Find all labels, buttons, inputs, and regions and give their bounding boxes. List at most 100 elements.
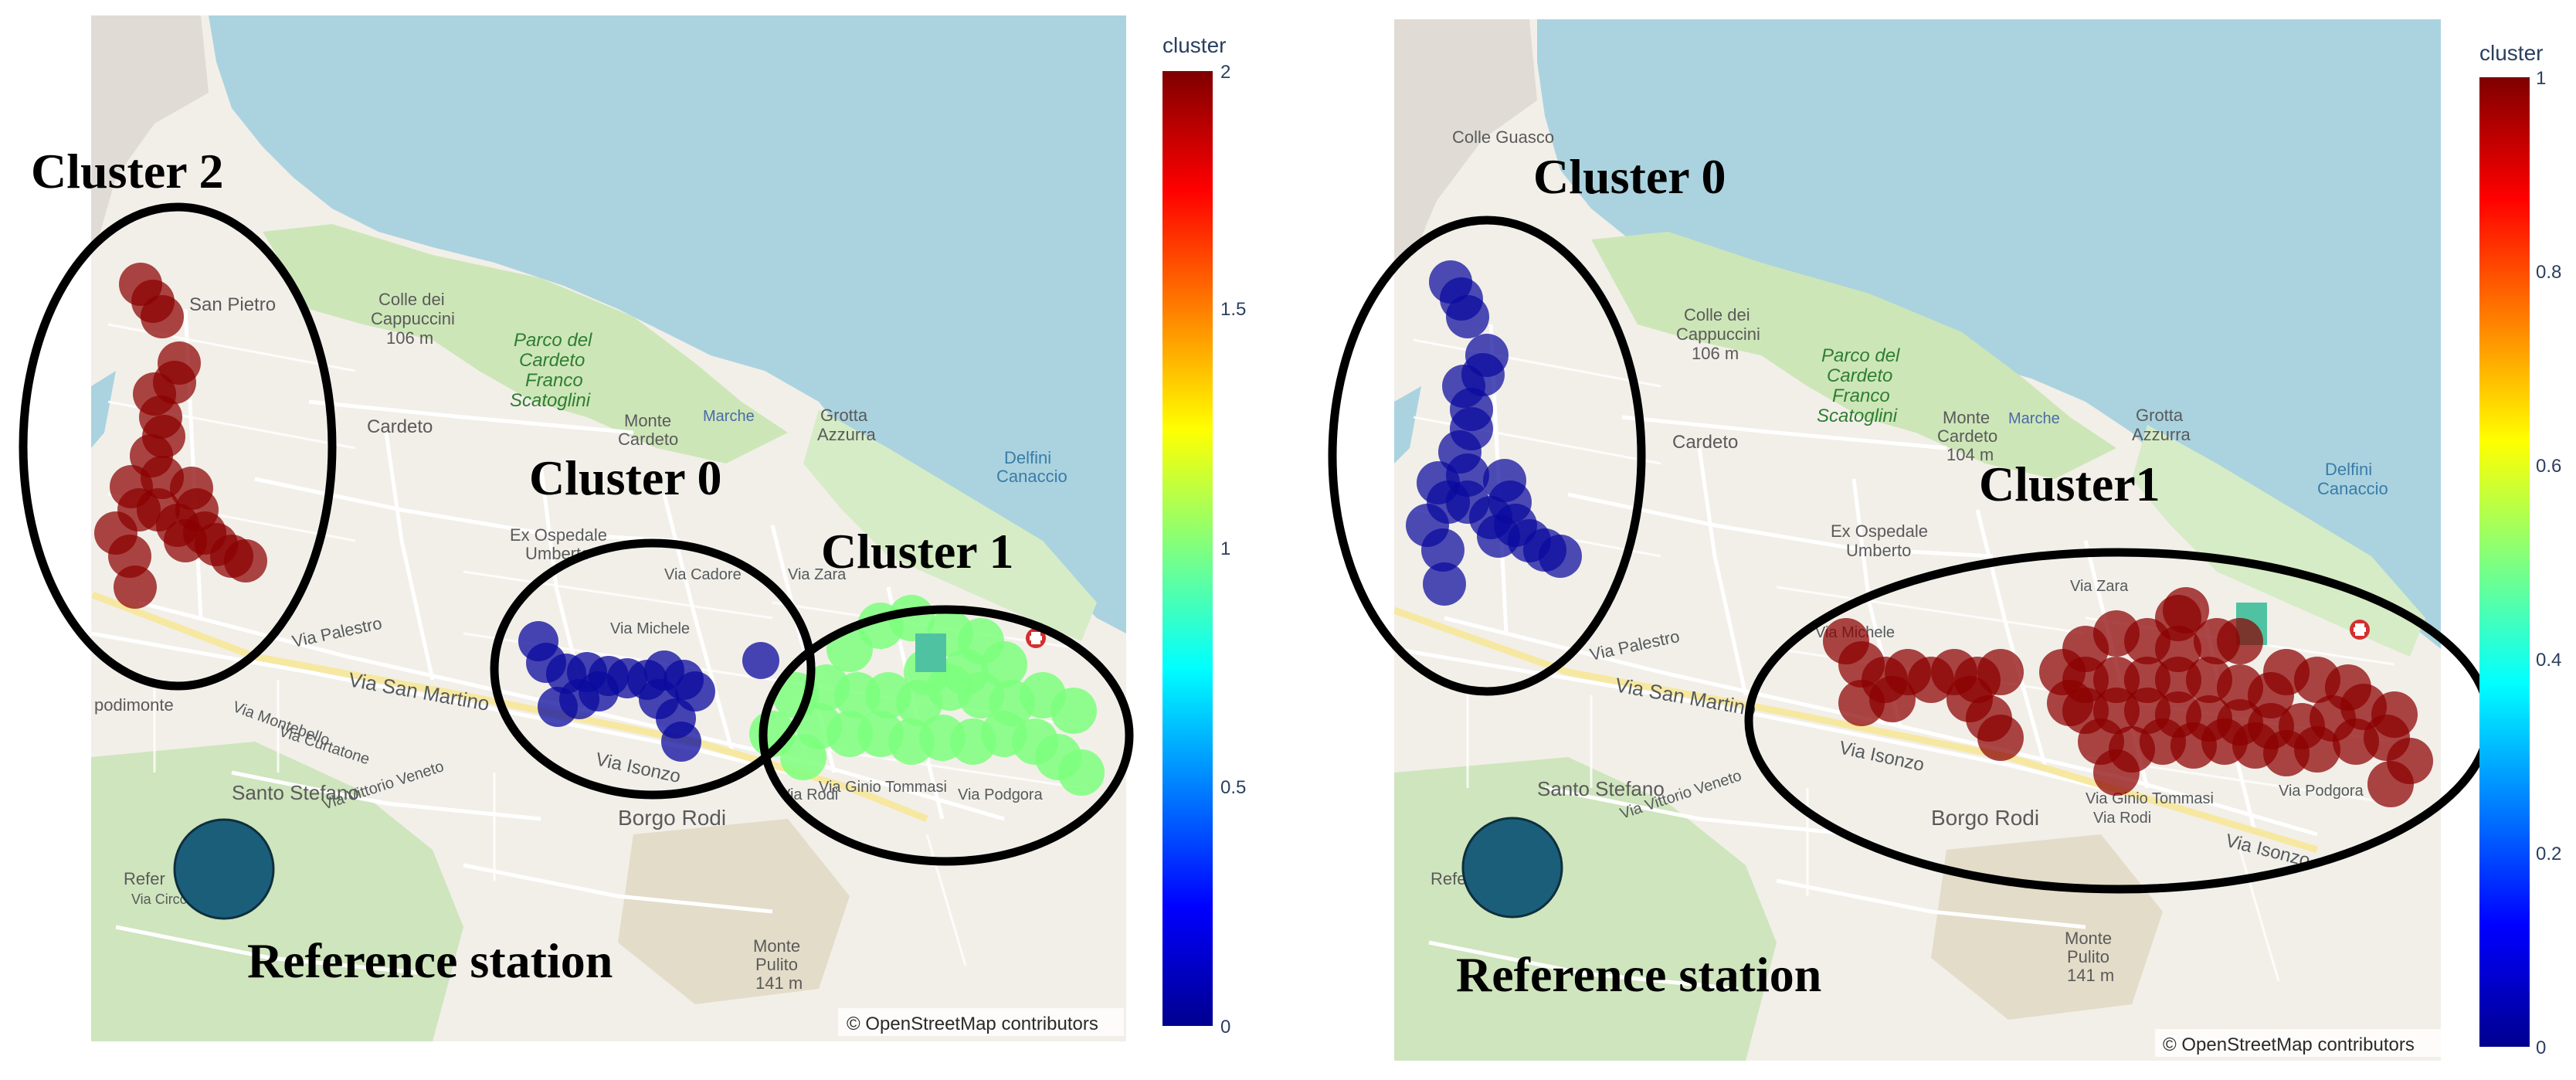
map-label-elev-pulito: 141 m (755, 973, 803, 993)
map-label-via-cadore: Via Cadore (664, 566, 742, 583)
hospital-icon (1026, 628, 1046, 648)
left-map-park-cardeto (263, 224, 788, 464)
map-label-cardeto-park: Cardeto (519, 350, 585, 371)
left-cluster-0-points (518, 621, 779, 762)
map-label-r-colle-dei: Colle dei (1684, 305, 1750, 324)
right-map-park-cardeto (1591, 232, 2116, 479)
map-label-cardeto-district: Cardeto (367, 416, 433, 437)
map-label-via-podgora: Via Podgora (958, 786, 1044, 803)
left-map-stadium (915, 633, 946, 672)
map-label-via-rodi: Via Rodi (780, 786, 838, 803)
right-label-cluster-1: Cluster1 (1979, 457, 2160, 511)
map-label-r-azzurra: Azzurra (2132, 425, 2191, 444)
map-label-r-via-podgora: Via Podgora (2279, 783, 2364, 800)
map-label-franco: Franco (525, 370, 583, 391)
left-colorbar: cluster 2 1.5 1 0.5 0 (1162, 33, 1246, 1038)
right-attribution-text[interactable]: © OpenStreetMap contributors (2163, 1034, 2415, 1055)
left-attribution-box (838, 1008, 1124, 1036)
map-label-delfini: Delfini (1004, 448, 1051, 467)
map-label-r-elev-pulito: 141 m (2067, 966, 2114, 985)
left-cluster-2-ellipse (19, 202, 337, 691)
map-label-ex-ospedale: Ex Ospedale (510, 525, 607, 545)
right-cluster-0-points (1406, 260, 1582, 606)
map-label-r-via-rodi: Via Rodi (2093, 810, 2151, 827)
map-label-monte-cardeto: Cardeto (618, 430, 678, 449)
map-label-colle-dei: Colle dei (378, 290, 445, 309)
map-label-r-pulito: Pulito (2067, 947, 2109, 966)
left-label-cluster-2: Cluster 2 (31, 144, 223, 199)
map-label-via-michele: Via Michele (610, 620, 690, 637)
left-label-reference-station: Reference station (247, 933, 613, 988)
map-label-r-cardeto-district: Cardeto (1672, 432, 1738, 453)
map-label-r-cappuccini: Cappuccini (1676, 324, 1760, 344)
map-label-r-monte-cardeto: Cardeto (1937, 426, 1997, 446)
left-reference-station-marker (173, 818, 275, 920)
map-label-r-franco: Franco (1832, 385, 1890, 406)
map-label-r-grotta: Grotta (2136, 406, 2184, 425)
right-map-panel: Colle Guasco Colle dei Cappuccini 106 m … (1394, 19, 2441, 1061)
left-map-port-water (91, 371, 116, 448)
left-cluster-outlines (19, 202, 1134, 866)
left-label-cluster-1: Cluster 1 (821, 524, 1013, 579)
right-colorbar-tick-0: 0 (2536, 1038, 2546, 1058)
left-cluster-2-points (94, 263, 267, 609)
map-label-r-elev-colle: 106 m (1692, 344, 1739, 363)
left-map-port (91, 15, 209, 247)
left-colorbar-tick-0-5: 0.5 (1220, 777, 1246, 798)
left-colorbar-title: cluster (1162, 33, 1226, 57)
map-label-r-umberto: Umberto (1846, 541, 1911, 560)
right-cluster-1-points (1823, 587, 2433, 807)
right-colorbar-title: cluster (2479, 41, 2543, 65)
map-label-scatoglini: Scatoglini (510, 390, 591, 411)
map-label-santo-stefano: Santo Stefano (232, 781, 359, 804)
right-colorbar: cluster 1 0.8 0.6 0.4 0.2 0 (2479, 41, 2561, 1058)
left-attribution-text[interactable]: © OpenStreetMap contributors (847, 1014, 1098, 1034)
map-label-r-canaccio: Canaccio (2317, 479, 2388, 498)
right-map-port-water (1394, 386, 1421, 464)
map-label-r-cardeto-park: Cardeto (1827, 365, 1892, 386)
right-label-cluster-0: Cluster 0 (1533, 149, 1726, 204)
map-label-r-scatoglini: Scatoglini (1817, 406, 1898, 426)
right-colorbar-tick-0-6: 0.6 (2536, 456, 2561, 477)
left-cluster-0-ellipse (490, 538, 816, 800)
map-label-pulito: Pulito (755, 955, 798, 974)
left-colorbar-tick-0: 0 (1220, 1017, 1230, 1038)
map-label-r-monte-pulito: Monte (2065, 929, 2112, 948)
left-map-sea (209, 15, 1126, 633)
right-map-park-east (2132, 425, 2425, 657)
left-colorbar-gradient (1162, 71, 1213, 1026)
right-label-reference-station: Reference station (1456, 947, 1821, 1002)
map-label-r-santo-stefano: Santo Stefano (1537, 777, 1665, 800)
left-colorbar-tick-2: 2 (1220, 62, 1230, 83)
right-colorbar-tick-0-4: 0.4 (2536, 650, 2561, 671)
map-label-san-pietro: San Pietro (189, 294, 276, 315)
map-label-r-borgo-rodi: Borgo Rodi (1931, 806, 2039, 830)
map-label-podimonte: podimonte (94, 695, 174, 715)
right-cluster-0-ellipse (1328, 216, 1646, 696)
left-map-monte-pulito (618, 819, 850, 1004)
left-colorbar-tick-1: 1 (1220, 538, 1230, 559)
map-label-marche: Marche (703, 408, 755, 425)
map-label-grotta: Grotta (820, 406, 868, 425)
right-colorbar-tick-1: 1 (2536, 68, 2546, 89)
map-label-r-elev-monte: 104 m (1946, 445, 1994, 464)
left-cluster-1-ellipse (759, 605, 1134, 866)
right-hospital-icon (2350, 620, 2370, 640)
map-label-parco-del: Parco del (514, 330, 592, 351)
left-map-park-east (803, 409, 1097, 641)
left-label-cluster-0: Cluster 0 (529, 450, 721, 505)
map-label-r-via-zara: Via Zara (2070, 578, 2129, 595)
map-label-borgo-rodi: Borgo Rodi (618, 806, 726, 830)
right-reference-station-marker (1461, 817, 1563, 919)
map-label-azzurra: Azzurra (817, 425, 877, 444)
right-attribution-box (2155, 1029, 2441, 1057)
right-map-port (1394, 19, 1537, 263)
map-label-cappuccini: Cappuccini (371, 309, 455, 328)
right-colorbar-tick-0-2: 0.2 (2536, 844, 2561, 864)
map-label-r-delfini: Delfini (2325, 460, 2372, 479)
map-label-r-monte: Monte (1943, 408, 1990, 427)
right-colorbar-gradient (2479, 77, 2530, 1047)
map-label-monte-pulito: Monte (753, 936, 800, 956)
map-label-elev-colle: 106 m (386, 328, 433, 348)
